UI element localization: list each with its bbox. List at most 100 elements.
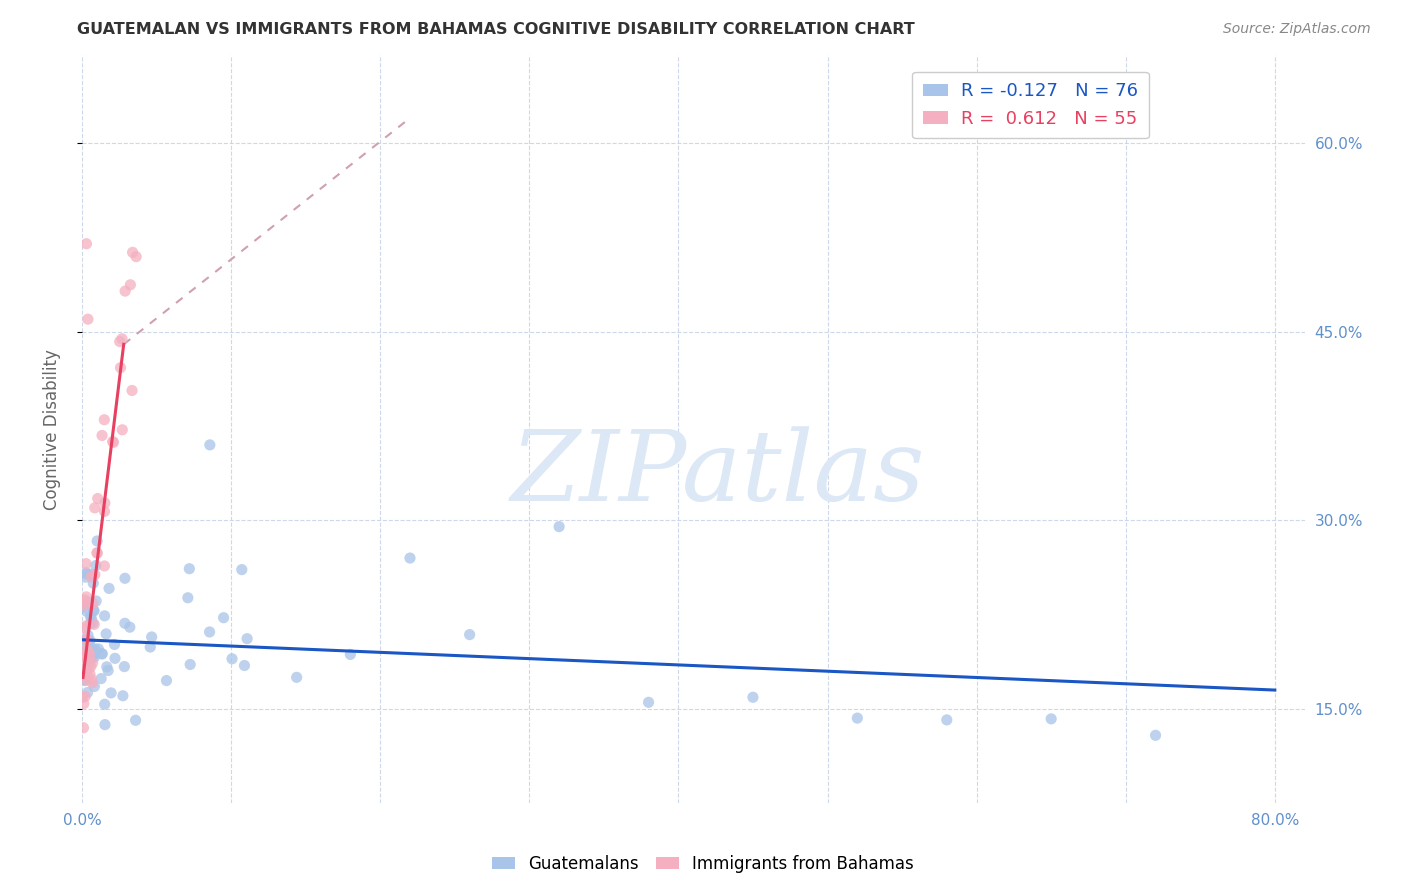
Point — [83, 567, 105, 582]
Point — [77, 628, 100, 642]
Y-axis label: Cognitive Disability: Cognitive Disability — [44, 349, 60, 509]
Point — [83, 604, 105, 618]
Point — [80, 612, 103, 626]
Point — [75, 667, 97, 681]
Point — [120, 277, 142, 292]
Point — [103, 638, 125, 652]
Point — [90, 647, 112, 661]
Point — [125, 250, 148, 264]
Point — [93, 558, 115, 573]
Point — [72, 645, 94, 659]
Point — [82, 596, 104, 610]
Point — [198, 438, 221, 452]
Point — [139, 640, 162, 654]
Point — [75, 619, 97, 633]
Point — [77, 635, 100, 649]
Point — [75, 673, 97, 688]
Point — [179, 657, 201, 672]
Point — [94, 717, 117, 731]
Point — [86, 533, 108, 548]
Point — [75, 566, 97, 580]
Point — [77, 312, 100, 326]
Point — [82, 642, 104, 657]
Text: ZIPatlas: ZIPatlas — [510, 426, 925, 522]
Point — [72, 721, 94, 735]
Point — [77, 644, 100, 658]
Point — [83, 603, 105, 617]
Point — [637, 695, 659, 709]
Point — [112, 659, 135, 673]
Point — [118, 620, 141, 634]
Point — [80, 570, 103, 584]
Point — [75, 557, 97, 571]
Point — [98, 582, 121, 596]
Point — [82, 576, 104, 591]
Point — [72, 637, 94, 651]
Point — [76, 656, 98, 670]
Point — [108, 334, 131, 349]
Point — [100, 686, 122, 700]
Point — [93, 413, 115, 427]
Point — [72, 690, 94, 705]
Point — [94, 627, 117, 641]
Point — [76, 685, 98, 699]
Point — [742, 690, 765, 705]
Point — [1040, 712, 1063, 726]
Point — [233, 658, 256, 673]
Legend: Guatemalans, Immigrants from Bahamas: Guatemalans, Immigrants from Bahamas — [485, 848, 921, 880]
Point — [72, 594, 94, 608]
Point — [73, 593, 96, 607]
Point — [80, 659, 103, 673]
Point — [84, 594, 107, 608]
Point — [79, 609, 101, 624]
Point — [72, 648, 94, 663]
Point — [155, 673, 177, 688]
Point — [72, 672, 94, 686]
Point — [236, 632, 259, 646]
Point — [285, 670, 308, 684]
Point — [73, 598, 96, 612]
Point — [77, 662, 100, 676]
Point — [83, 680, 105, 694]
Point — [110, 360, 132, 375]
Point — [75, 570, 97, 584]
Point — [221, 652, 243, 666]
Point — [79, 616, 101, 631]
Point — [73, 673, 96, 688]
Point — [79, 654, 101, 668]
Point — [91, 428, 114, 442]
Point — [80, 672, 103, 686]
Point — [846, 711, 869, 725]
Point — [79, 567, 101, 582]
Point — [121, 245, 143, 260]
Point — [75, 590, 97, 604]
Point — [97, 664, 120, 678]
Point — [114, 616, 136, 631]
Point — [82, 648, 104, 663]
Point — [79, 667, 101, 681]
Text: GUATEMALAN VS IMMIGRANTS FROM BAHAMAS COGNITIVE DISABILITY CORRELATION CHART: GUATEMALAN VS IMMIGRANTS FROM BAHAMAS CO… — [77, 22, 915, 37]
Point — [212, 610, 235, 624]
Point — [87, 642, 110, 657]
Point — [458, 627, 481, 641]
Point — [111, 332, 134, 346]
Point — [82, 649, 104, 664]
Point — [179, 562, 201, 576]
Point — [76, 595, 98, 609]
Point — [75, 663, 97, 677]
Point — [73, 643, 96, 657]
Point — [84, 558, 107, 573]
Point — [82, 615, 104, 630]
Point — [935, 713, 957, 727]
Point — [90, 672, 112, 686]
Point — [82, 656, 104, 670]
Point — [93, 504, 115, 518]
Point — [124, 713, 146, 727]
Point — [111, 423, 134, 437]
Text: Source: ZipAtlas.com: Source: ZipAtlas.com — [1223, 22, 1371, 37]
Point — [83, 650, 105, 665]
Point — [72, 600, 94, 615]
Point — [104, 651, 127, 665]
Point — [76, 632, 98, 647]
Point — [198, 624, 221, 639]
